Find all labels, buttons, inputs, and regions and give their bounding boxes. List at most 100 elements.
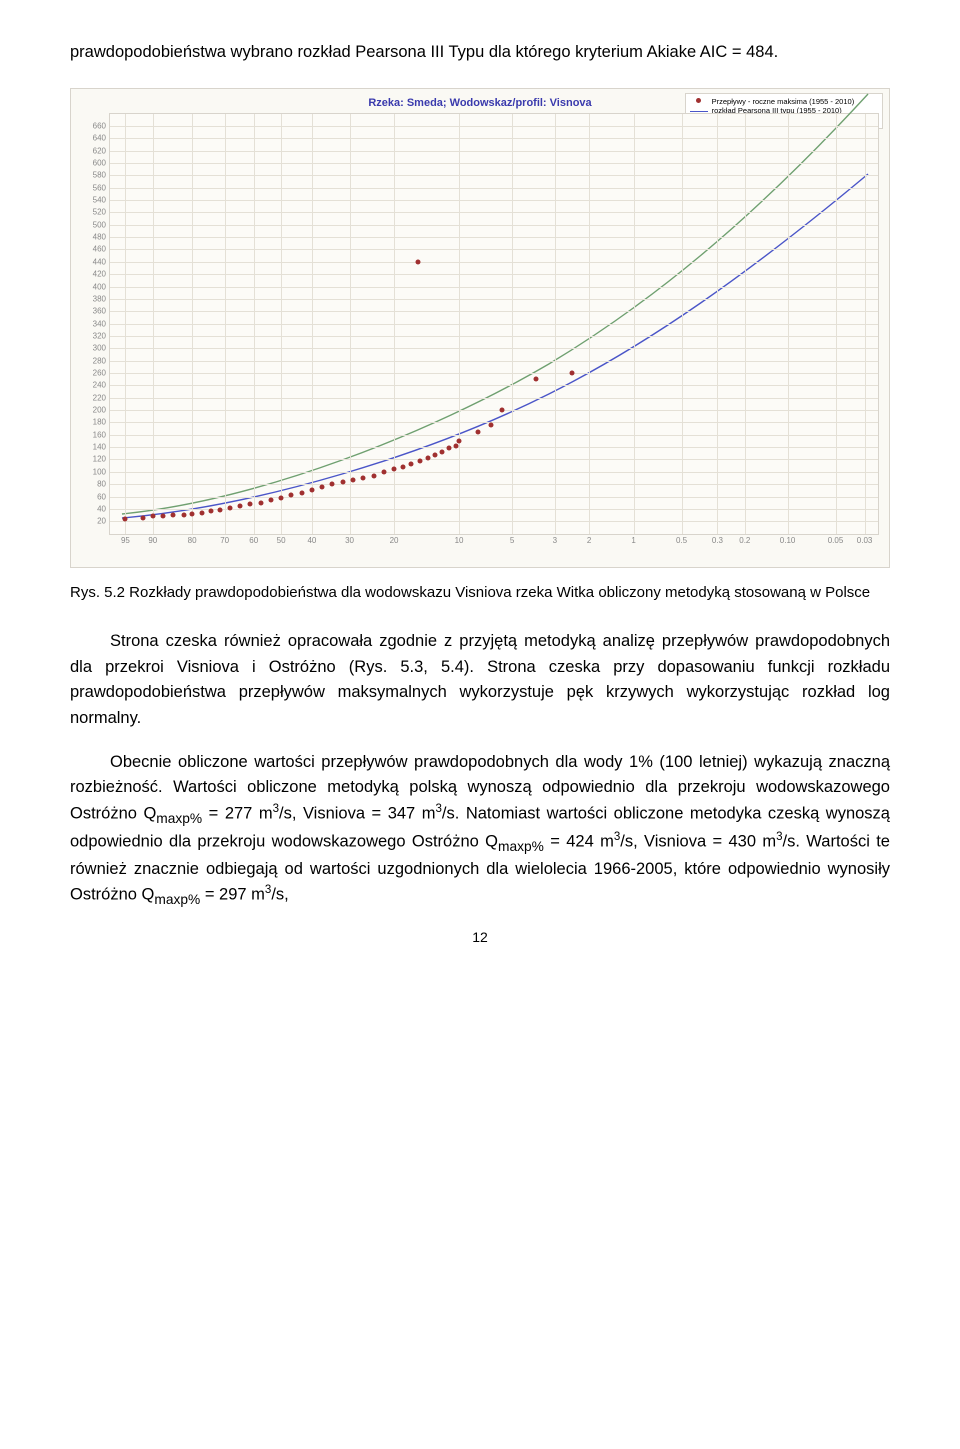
scatter-point: [409, 462, 414, 467]
y-tick-label: 540: [93, 196, 110, 205]
scatter-point: [340, 480, 345, 485]
scatter-point: [320, 485, 325, 490]
scatter-point: [217, 508, 222, 513]
chart-plot-area: 2040608010012014016018020022024026028030…: [109, 113, 879, 535]
y-tick-label: 500: [93, 220, 110, 229]
y-tick-label: 640: [93, 134, 110, 143]
x-tick-label: 20: [390, 534, 399, 545]
y-tick-label: 360: [93, 307, 110, 316]
text-run: = 297 m: [200, 886, 265, 904]
x-tick-label: 2: [587, 534, 591, 545]
scatter-point: [299, 490, 304, 495]
y-tick-label: 140: [93, 443, 110, 452]
x-tick-label: 0.10: [780, 534, 796, 545]
y-tick-label: 660: [93, 121, 110, 130]
scatter-point: [309, 488, 314, 493]
scatter-point: [268, 497, 273, 502]
scatter-point: [453, 443, 458, 448]
probability-chart: Przepływy - roczne maksima (1955 - 2010)…: [70, 88, 890, 568]
y-tick-label: 40: [97, 504, 110, 513]
y-tick-label: 120: [93, 455, 110, 464]
scatter-point: [488, 423, 493, 428]
x-tick-label: 5: [510, 534, 514, 545]
subscript-maxp: maxp%: [154, 892, 200, 907]
y-tick-label: 20: [97, 517, 110, 526]
y-tick-label: 580: [93, 171, 110, 180]
y-tick-label: 60: [97, 492, 110, 501]
scatter-point: [289, 493, 294, 498]
scatter-point: [150, 514, 155, 519]
x-tick-label: 1: [631, 534, 635, 545]
x-tick-label: 3: [553, 534, 557, 545]
scatter-point: [570, 370, 575, 375]
y-tick-label: 300: [93, 344, 110, 353]
y-tick-label: 420: [93, 270, 110, 279]
page-number: 12: [70, 929, 890, 945]
y-tick-label: 620: [93, 146, 110, 155]
curve-upper-conf: [122, 94, 868, 514]
scatter-point: [181, 513, 186, 518]
scatter-point: [499, 408, 504, 413]
x-tick-label: 60: [249, 534, 258, 545]
legend-label: Przepływy - roczne maksima (1955 - 2010): [712, 97, 855, 106]
y-tick-label: 160: [93, 430, 110, 439]
body-paragraph-1: Strona czeska również opracowała zgodnie…: [70, 629, 890, 731]
x-tick-label: 0.05: [828, 534, 844, 545]
y-tick-label: 400: [93, 282, 110, 291]
y-tick-label: 520: [93, 208, 110, 217]
scatter-point: [361, 475, 366, 480]
scatter-point: [190, 511, 195, 516]
y-tick-label: 340: [93, 319, 110, 328]
scatter-point: [171, 513, 176, 518]
y-tick-label: 440: [93, 257, 110, 266]
x-tick-label: 0.5: [676, 534, 687, 545]
scatter-point: [439, 450, 444, 455]
x-tick-label: 80: [188, 534, 197, 545]
y-tick-label: 180: [93, 418, 110, 427]
line-icon: [690, 111, 708, 112]
x-tick-label: 70: [220, 534, 229, 545]
scatter-point: [371, 473, 376, 478]
scatter-point: [350, 478, 355, 483]
x-tick-label: 0.2: [739, 534, 750, 545]
scatter-point: [227, 505, 232, 510]
scatter-point: [279, 495, 284, 500]
scatter-point: [161, 514, 166, 519]
y-tick-label: 600: [93, 158, 110, 167]
scatter-point: [392, 466, 397, 471]
y-tick-label: 480: [93, 233, 110, 242]
x-tick-label: 40: [307, 534, 316, 545]
y-tick-label: 200: [93, 406, 110, 415]
scatter-point: [330, 482, 335, 487]
legend-row: Przepływy - roczne maksima (1955 - 2010): [690, 97, 878, 106]
subscript-maxp: maxp%: [498, 839, 544, 854]
scatter-point: [417, 458, 422, 463]
text-run: /s,: [271, 886, 288, 904]
y-tick-label: 240: [93, 381, 110, 390]
intro-paragraph: prawdopodobieństwa wybrano rozkład Pears…: [70, 40, 890, 66]
y-tick-label: 100: [93, 467, 110, 476]
x-tick-label: 30: [345, 534, 354, 545]
y-tick-label: 260: [93, 368, 110, 377]
scatter-point: [400, 464, 405, 469]
y-tick-label: 320: [93, 331, 110, 340]
text-run: = 277 m: [202, 804, 272, 822]
scatter-point: [140, 515, 145, 520]
legend-marker-dot: [690, 97, 708, 105]
scatter-point: [208, 509, 213, 514]
text-run: = 424 m: [544, 832, 614, 850]
x-tick-label: 0.03: [857, 534, 873, 545]
body-paragraph-2: Obecnie obliczone wartości przepływów pr…: [70, 750, 890, 911]
scatter-point: [433, 452, 438, 457]
scatter-point: [426, 456, 431, 461]
scatter-point: [446, 446, 451, 451]
y-tick-label: 220: [93, 393, 110, 402]
y-tick-label: 560: [93, 183, 110, 192]
scatter-point: [457, 438, 462, 443]
x-tick-label: 50: [277, 534, 286, 545]
figure-caption: Rys. 5.2 Rozkłady prawdopodobieństwa dla…: [70, 582, 890, 604]
scatter-point: [416, 259, 421, 264]
scatter-point: [381, 469, 386, 474]
dot-icon: [696, 98, 701, 103]
scatter-point: [238, 504, 243, 509]
